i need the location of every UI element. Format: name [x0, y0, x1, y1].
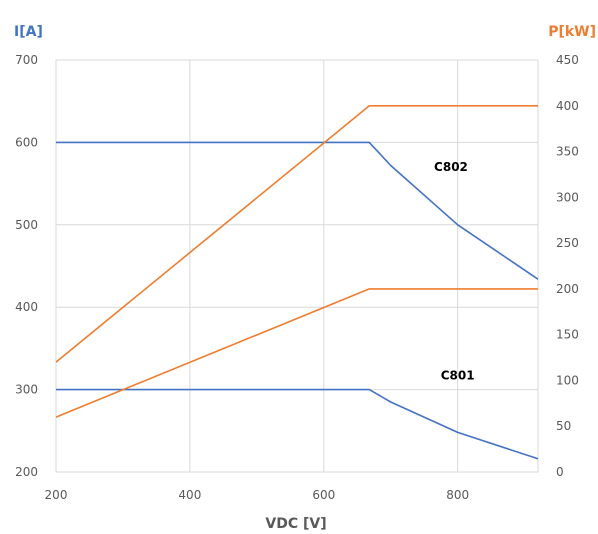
- y-right-tick-label: 50: [556, 419, 571, 433]
- annotations: C802 C801: [434, 160, 475, 382]
- series-annotation-label: C802: [434, 160, 468, 174]
- x-tick-label: 800: [446, 488, 469, 502]
- y-axis-right-title: P[kW]: [548, 24, 596, 40]
- y-right-tick-label: 250: [556, 236, 579, 250]
- x-axis-title: VDC [V]: [265, 516, 326, 532]
- y-right-tick-label: 350: [556, 145, 579, 159]
- x-tick-label: 400: [178, 488, 201, 502]
- current-series-line: [56, 141, 539, 280]
- y-left-tick-label: 400: [15, 300, 38, 314]
- y-right-tick-label: 400: [556, 99, 579, 113]
- y-right-tick-label: 450: [556, 53, 579, 67]
- series-annotation-label: C801: [441, 369, 475, 383]
- current-series-line: [56, 388, 539, 460]
- tick-labels: 200 300 400 500 600 700 0 50 100 150 200 250 300 350 4…: [15, 53, 579, 502]
- power-series-line: [55, 288, 538, 418]
- y-left-tick-label: 600: [15, 135, 38, 149]
- y-right-tick-label: 300: [556, 190, 579, 204]
- y-right-tick-label: 150: [556, 328, 579, 342]
- y-right-tick-label: 100: [556, 373, 579, 387]
- y-left-tick-label: 700: [15, 53, 38, 67]
- y-right-tick-label: 200: [556, 282, 579, 296]
- y-left-tick-label: 300: [15, 383, 38, 397]
- y-right-tick-label: 0: [556, 465, 564, 479]
- series-layer: [55, 105, 539, 460]
- x-tick-label: 600: [312, 488, 335, 502]
- grid: [55, 59, 538, 473]
- x-tick-label: 200: [45, 488, 68, 502]
- power-series-line: [55, 105, 538, 363]
- y-left-tick-label: 500: [15, 218, 38, 232]
- y-left-tick-label: 200: [15, 465, 38, 479]
- y-axis-left-title: I[A]: [14, 24, 43, 40]
- plot-area: [55, 59, 539, 473]
